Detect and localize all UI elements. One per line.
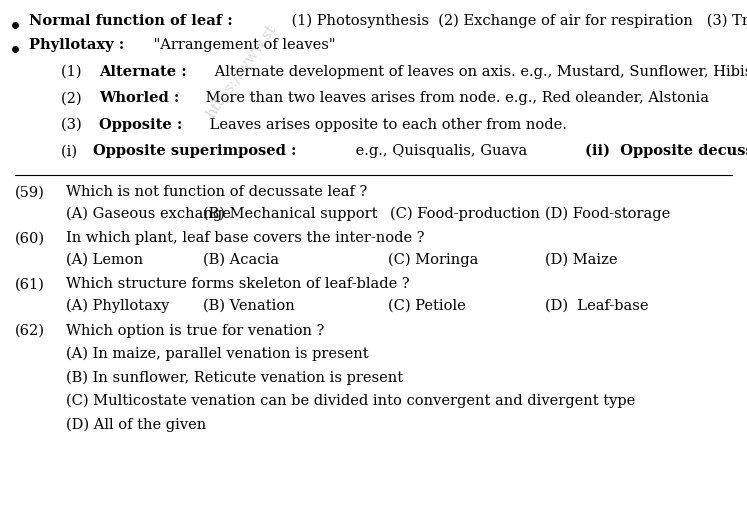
Text: (1): (1) [61,65,91,79]
Text: (C) Multicostate venation can be divided into convergent and divergent type: (C) Multicostate venation can be divided… [66,394,636,408]
Text: (59): (59) [15,185,45,199]
Text: e.g., Quisqualis, Guava: e.g., Quisqualis, Guava [351,144,536,158]
Text: (ii)  Opposite decussate :: (ii) Opposite decussate : [586,144,747,158]
Text: Leaves arises opposite to each other from node.: Leaves arises opposite to each other fro… [205,118,567,131]
Text: (61): (61) [15,277,45,291]
Text: (62): (62) [15,324,46,337]
Text: (3): (3) [61,118,91,131]
Text: (C) Moringa: (C) Moringa [388,252,478,267]
Text: (D)  Leaf-base: (D) Leaf-base [545,299,648,313]
Text: (A) Lemon: (A) Lemon [66,253,143,267]
Text: Whorled :: Whorled : [99,91,179,105]
Text: https://www.st: https://www.st [203,22,279,121]
Text: Alternate :: Alternate : [99,65,187,79]
Text: (2): (2) [61,91,91,105]
Text: Opposite :: Opposite : [99,118,183,131]
Text: Phyllotaxy :: Phyllotaxy : [29,39,124,52]
Text: (D) All of the given: (D) All of the given [66,417,206,431]
Text: (i): (i) [61,144,87,158]
Text: "Arrangement of leaves": "Arrangement of leaves" [149,39,336,52]
Text: Which is not function of decussate leaf ?: Which is not function of decussate leaf … [66,185,368,199]
Text: (A) Phyllotaxy: (A) Phyllotaxy [66,299,170,313]
Text: (C) Food-production: (C) Food-production [390,206,539,221]
Text: In which plant, leaf base covers the inter-node ?: In which plant, leaf base covers the int… [66,231,425,246]
Text: Which option is true for venation ?: Which option is true for venation ? [66,324,325,337]
Text: (C) Petiole: (C) Petiole [388,299,465,313]
Text: Which structure forms skeleton of leaf-blade ?: Which structure forms skeleton of leaf-b… [66,277,410,291]
Text: Opposite superimposed :: Opposite superimposed : [93,144,297,158]
Text: (D) Maize: (D) Maize [545,253,617,267]
Text: (A) Gaseous exchange: (A) Gaseous exchange [66,206,231,221]
Text: Normal function of leaf :: Normal function of leaf : [29,14,233,28]
Text: (A) In maize, parallel venation is present: (A) In maize, parallel venation is prese… [66,346,369,361]
Text: (B) Venation: (B) Venation [203,299,295,313]
Text: Alternate development of leaves on axis. e.g., Mustard, Sunflower, Hibiscus: Alternate development of leaves on axis.… [210,65,747,79]
Text: (B) Mechanical support: (B) Mechanical support [203,206,378,221]
Text: (B) Acacia: (B) Acacia [203,253,279,267]
Text: (1) Photosynthesis  (2) Exchange of air for respiration   (3) Transpiration: (1) Photosynthesis (2) Exchange of air f… [287,13,747,28]
Text: (D) Food-storage: (D) Food-storage [545,206,670,221]
Text: (60): (60) [15,231,46,246]
Text: (B) In sunflower, Reticute venation is present: (B) In sunflower, Reticute venation is p… [66,370,403,384]
Text: More than two leaves arises from node. e.g., Red oleander, Alstonia: More than two leaves arises from node. e… [201,91,709,105]
